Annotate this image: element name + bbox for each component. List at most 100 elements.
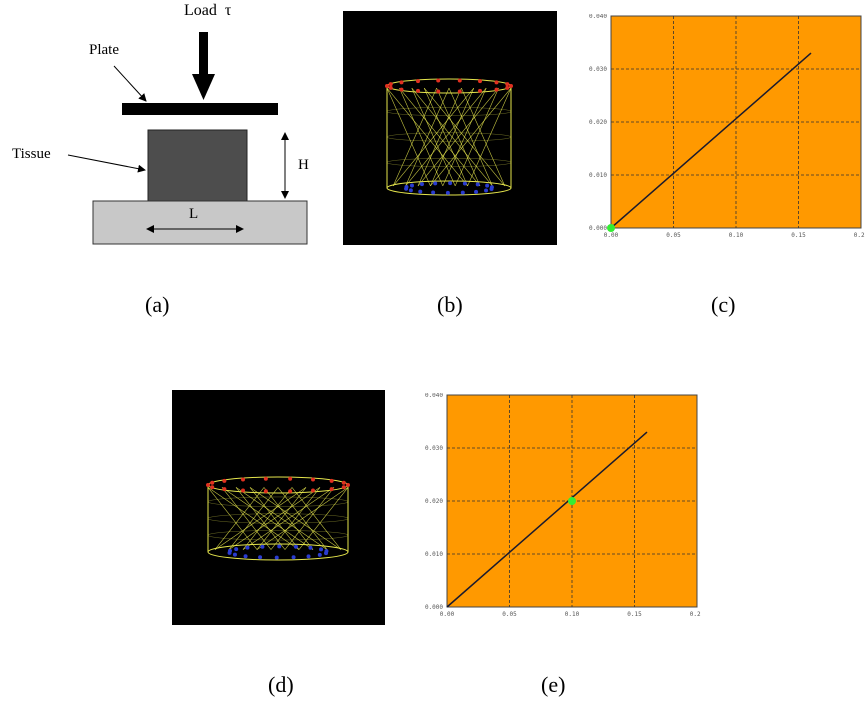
mesh-fiber (430, 88, 473, 186)
x-tick-label: 0.10 (729, 232, 744, 239)
bottom-node (294, 545, 298, 549)
top-node (478, 89, 482, 93)
bottom-node (319, 547, 323, 551)
top-node (264, 489, 268, 493)
bottom-node (308, 546, 312, 550)
height-label: H (298, 157, 309, 174)
x-tick-label: 0.05 (502, 611, 517, 618)
x-tick-label: 0.00 (604, 232, 619, 239)
bottom-node (233, 553, 237, 557)
top-node (416, 89, 420, 93)
tissue-label: Tissue (12, 146, 51, 163)
top-node (505, 82, 509, 86)
caption-e: (e) (541, 672, 565, 698)
bottom-node (474, 190, 478, 194)
top-node (342, 481, 346, 485)
cylinder-mesh (385, 78, 513, 195)
mesh-band (387, 107, 511, 115)
panel-e-plot: 0.000.050.100.150.200.0400.0300.0200.010… (411, 393, 701, 623)
bottom-node (418, 190, 422, 194)
top-node (400, 88, 404, 92)
top-node (241, 477, 245, 481)
bottom-node (275, 556, 279, 560)
y-tick-label: 0.020 (589, 119, 607, 126)
mesh-fiber (443, 88, 486, 186)
y-tick-label: 0.030 (589, 66, 607, 73)
top-node (494, 80, 498, 84)
mesh-top-ring (208, 477, 348, 493)
x-tick-label: 0.10 (565, 611, 580, 618)
top-node (389, 82, 393, 86)
caption-d: (d) (268, 672, 294, 698)
top-node (400, 80, 404, 84)
mesh-fiber (257, 487, 306, 549)
y-tick-label: 0.040 (589, 14, 607, 20)
current-state-marker (568, 497, 576, 505)
stress-strain-plot-c: 0.00 0.05 0.10 0.15 0.20 0.040 0.030 0.020 0.010… (575, 14, 865, 244)
mesh-fiber (243, 487, 292, 549)
length-label: L (189, 206, 198, 223)
bottom-node (404, 185, 408, 189)
bottom-node (318, 553, 322, 557)
mesh-fiber (418, 88, 461, 186)
panel-c-plot: 0.00 0.05 0.10 0.15 0.20 0.040 0.030 0.020 0.010… (575, 14, 865, 244)
mesh-render-b (343, 11, 557, 245)
bottom-node (431, 191, 435, 195)
top-node (436, 90, 440, 94)
top-node (264, 477, 268, 481)
bottom-node (490, 185, 494, 189)
bottom-node (485, 184, 489, 188)
top-node (385, 84, 389, 88)
top-node (416, 79, 420, 83)
y-tick-label: 0.000 (425, 604, 443, 611)
bottom-node (234, 547, 238, 551)
bottom-node (463, 181, 467, 185)
top-node (458, 90, 462, 94)
bottom-node (476, 182, 480, 186)
stress-strain-plot-e: 0.00 0.05 0.10 0.15 0.20 0.040 0.030 0.020 0.010… (411, 393, 701, 623)
bottom-node (245, 546, 249, 550)
y-tick-label: 0.010 (589, 172, 607, 179)
y-tick-label: 0.040 (425, 393, 443, 399)
schematic-diagram (0, 0, 330, 260)
top-node (330, 479, 334, 483)
top-node (342, 485, 346, 489)
x-tick-label: 0.15 (791, 232, 806, 239)
bottom-node (307, 554, 311, 558)
plate-pointer (114, 66, 146, 101)
y-tick-label: 0.010 (425, 551, 443, 558)
cylinder-mesh (206, 477, 350, 560)
bottom-node (409, 188, 413, 192)
x-tick-label: 0.00 (440, 611, 455, 618)
base-block (93, 201, 307, 244)
current-state-marker (607, 224, 615, 232)
top-node (346, 483, 350, 487)
top-node (478, 79, 482, 83)
y-tick-label: 0.000 (589, 225, 607, 232)
top-node (458, 78, 462, 82)
bottom-node (410, 183, 414, 187)
x-tick-label: 0.20 (854, 232, 865, 239)
bottom-node (277, 544, 281, 548)
top-node (509, 84, 513, 88)
load-label: Load τ (184, 2, 231, 20)
top-node (436, 78, 440, 82)
bottom-node (324, 549, 328, 553)
top-node (210, 485, 214, 489)
tissue-pointer (68, 155, 145, 170)
top-node (222, 487, 226, 491)
bottom-node (244, 554, 248, 558)
load-arrow (192, 32, 215, 100)
y-tick-label: 0.020 (425, 498, 443, 505)
top-node (288, 489, 292, 493)
top-node (505, 86, 509, 90)
mesh-band (387, 158, 511, 166)
top-node (494, 88, 498, 92)
mesh-band (387, 133, 511, 141)
top-node (288, 477, 292, 481)
top-node (389, 86, 393, 90)
bottom-node (260, 545, 264, 549)
panel-d-simulation (172, 390, 385, 625)
top-node (330, 487, 334, 491)
caption-a: (a) (145, 292, 169, 318)
